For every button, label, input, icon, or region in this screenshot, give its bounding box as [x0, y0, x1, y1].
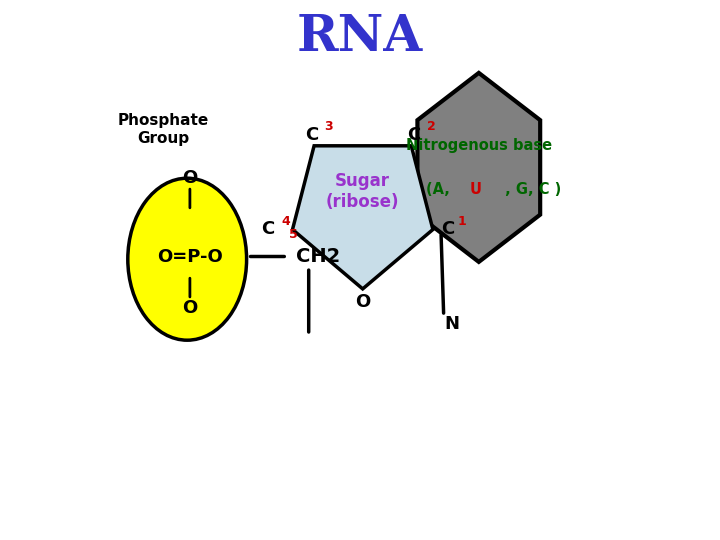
- Polygon shape: [418, 73, 540, 262]
- Text: 5: 5: [289, 228, 297, 241]
- Text: , G, C ): , G, C ): [500, 181, 562, 197]
- Text: C: C: [408, 126, 420, 144]
- Text: U: U: [470, 181, 482, 197]
- Text: O=P-O: O=P-O: [157, 247, 222, 266]
- Text: 2: 2: [428, 120, 436, 133]
- Text: C: C: [441, 220, 454, 239]
- Text: CH2: CH2: [297, 247, 341, 266]
- Text: Phosphate
Group: Phosphate Group: [117, 113, 209, 146]
- Text: Nitrogenous base: Nitrogenous base: [406, 138, 552, 153]
- Text: 4: 4: [282, 215, 290, 228]
- Ellipse shape: [127, 178, 246, 340]
- Text: O: O: [182, 169, 197, 187]
- Text: O: O: [182, 299, 197, 317]
- Text: RNA: RNA: [297, 14, 423, 62]
- Text: Sugar
(ribose): Sugar (ribose): [326, 172, 400, 211]
- Text: C: C: [305, 126, 318, 144]
- Text: O: O: [355, 293, 370, 312]
- Text: 3: 3: [324, 120, 333, 133]
- Text: N: N: [444, 315, 459, 333]
- Text: 1: 1: [457, 215, 466, 228]
- Text: C: C: [261, 220, 275, 239]
- Polygon shape: [292, 146, 433, 289]
- Text: (A,: (A,: [426, 181, 460, 197]
